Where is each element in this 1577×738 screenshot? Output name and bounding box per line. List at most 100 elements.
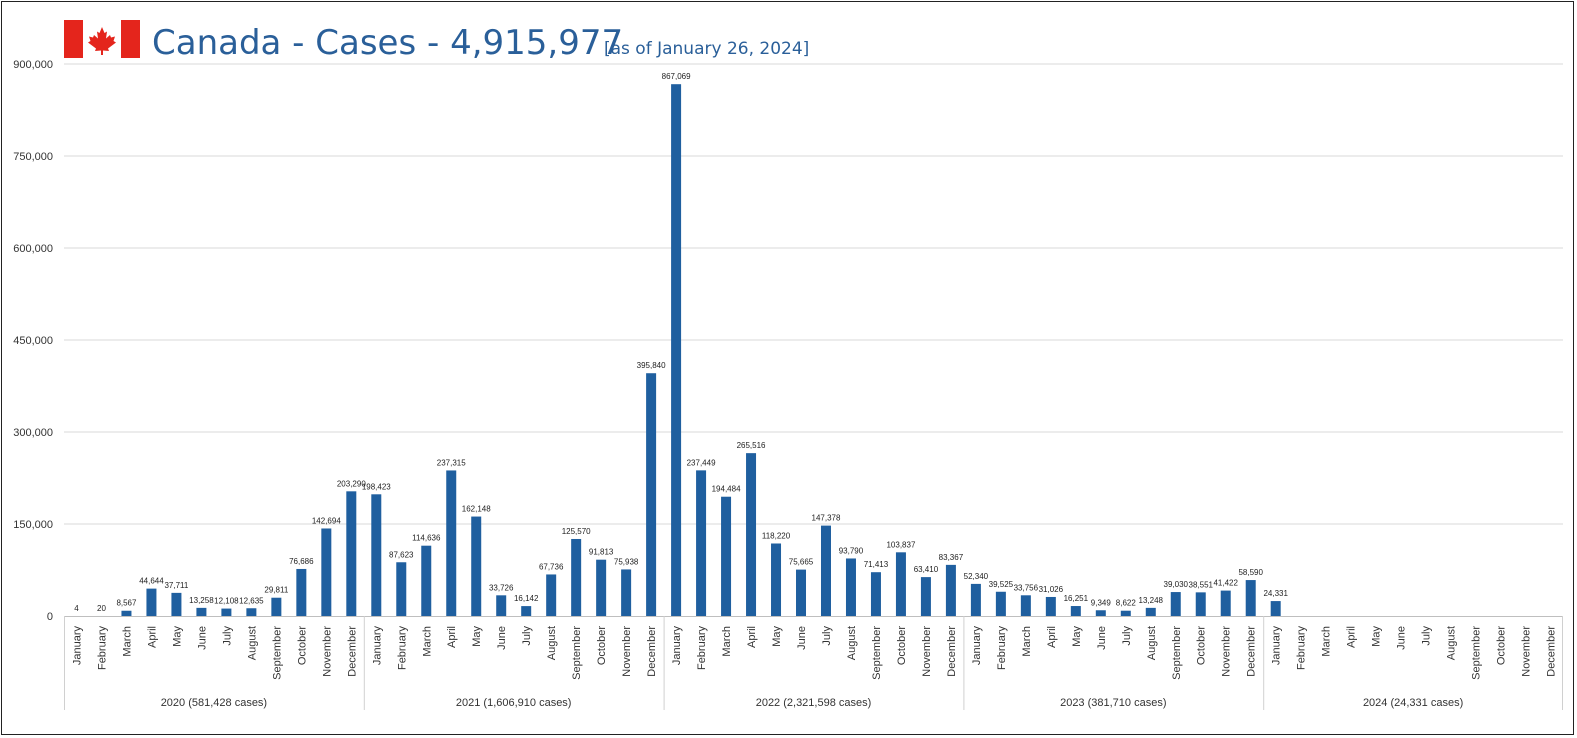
- data-label: 75,938: [614, 557, 639, 566]
- month-tick-label: April: [1046, 626, 1058, 648]
- bar: [246, 608, 257, 616]
- year-group-label: 2020 (581,428 cases): [161, 697, 267, 709]
- bar: [1170, 592, 1181, 616]
- data-label: 237,315: [437, 458, 466, 467]
- data-label: 12,108: [214, 597, 239, 606]
- bar: [970, 583, 981, 616]
- y-tick-label: 300,000: [13, 427, 53, 439]
- bar: [1220, 590, 1231, 616]
- bar: [1120, 610, 1131, 616]
- bar: [796, 569, 807, 616]
- bar: [1195, 592, 1206, 616]
- month-tick-label: July: [821, 626, 833, 646]
- data-label: 44,644: [139, 577, 164, 586]
- data-label: 198,423: [362, 482, 391, 491]
- bar: [820, 525, 831, 616]
- y-axis: 0 150,000 300,000 450,000 600,000 750,000 900,…: [13, 59, 53, 623]
- month-tick-label: November: [921, 626, 933, 677]
- month-tick-label: November: [321, 626, 333, 677]
- bar: [121, 610, 132, 616]
- year-group-label: 2021 (1,606,910 cases): [456, 697, 572, 709]
- data-label: 29,811: [264, 586, 288, 595]
- data-label: 4: [74, 604, 79, 613]
- bar: [396, 562, 407, 616]
- month-tick-label: January: [971, 626, 983, 666]
- bar: [920, 577, 931, 616]
- month-tick-label: May: [171, 626, 183, 647]
- year-group-label: 2022 (2,321,598 cases): [756, 697, 872, 709]
- data-label: 24,331: [1263, 589, 1288, 598]
- data-label: 13,248: [1139, 596, 1164, 605]
- month-tick-label: January: [1271, 626, 1283, 666]
- data-label: 9,349: [1091, 598, 1112, 607]
- month-tick-label: June: [1096, 626, 1108, 650]
- bar: [671, 84, 682, 616]
- bar: [696, 470, 707, 616]
- y-tick-label: 750,000: [13, 151, 53, 163]
- month-tick-label: May: [1371, 626, 1383, 647]
- data-label: 867,069: [662, 72, 691, 81]
- month-tick-label: April: [446, 626, 458, 648]
- month-tick-label: November: [621, 626, 633, 677]
- data-label: 33,756: [1014, 583, 1039, 592]
- data-label: 75,665: [789, 558, 814, 567]
- data-label: 142,694: [312, 516, 341, 525]
- month-tick-label: June: [496, 626, 508, 650]
- month-tick-label: August: [1446, 626, 1458, 660]
- month-tick-label: September: [271, 626, 283, 680]
- month-tick-label: March: [421, 626, 433, 657]
- bar: [845, 558, 856, 616]
- bar: [771, 543, 782, 616]
- bars: [71, 84, 1281, 617]
- data-label: 16,251: [1064, 594, 1089, 603]
- y-tick-label: 150,000: [13, 519, 53, 531]
- y-tick-label: 450,000: [13, 335, 53, 347]
- year-group-label: 2023 (381,710 cases): [1060, 697, 1166, 709]
- bar: [621, 569, 632, 616]
- bar: [596, 559, 607, 616]
- month-tick-label: February: [96, 626, 108, 671]
- month-tick-label: August: [546, 626, 558, 660]
- data-label: 13,258: [189, 596, 214, 605]
- bar: [321, 528, 332, 616]
- data-label: 67,736: [539, 562, 564, 571]
- data-label: 16,142: [514, 594, 539, 603]
- data-label: 71,413: [864, 560, 889, 569]
- month-tick-label: August: [246, 626, 258, 660]
- month-tick-label: January: [371, 626, 383, 666]
- data-label: 76,686: [289, 557, 314, 566]
- bar: [196, 607, 207, 616]
- x-axis: 2020 (581,428 cases) January February March…: [64, 616, 1563, 710]
- month-tick-label: April: [1346, 626, 1358, 648]
- month-tick-label: July: [1121, 626, 1133, 646]
- month-tick-label: May: [1071, 626, 1083, 647]
- data-label: 87,623: [389, 550, 414, 559]
- data-label: 118,220: [762, 531, 791, 540]
- bar: [146, 588, 157, 616]
- month-tick-label: February: [696, 626, 708, 671]
- data-label: 31,026: [1039, 585, 1064, 594]
- bar: [571, 538, 582, 616]
- year-group-label: 2024 (24,331 cases): [1363, 697, 1463, 709]
- data-label: 83,367: [939, 553, 964, 562]
- month-tick-label: March: [1321, 626, 1333, 657]
- month-tick-label: September: [1171, 626, 1183, 680]
- bar: [446, 470, 457, 616]
- month-tick-label: February: [1296, 626, 1308, 671]
- data-label: 41,422: [1213, 579, 1238, 588]
- bar: [546, 574, 557, 616]
- data-label: 20: [97, 604, 106, 613]
- month-tick-label: April: [146, 626, 158, 648]
- month-tick-label: April: [746, 626, 758, 648]
- month-tick-label: July: [521, 626, 533, 646]
- bar: [945, 564, 956, 616]
- month-tick-label: June: [196, 626, 208, 650]
- month-tick-label: February: [396, 626, 408, 671]
- data-label: 395,840: [637, 361, 666, 370]
- bar: [721, 496, 732, 616]
- month-tick-label: February: [996, 626, 1008, 671]
- data-label: 8,567: [116, 599, 137, 608]
- bar: [895, 552, 906, 616]
- month-tick-label: July: [221, 626, 233, 646]
- data-label: 194,484: [712, 485, 741, 494]
